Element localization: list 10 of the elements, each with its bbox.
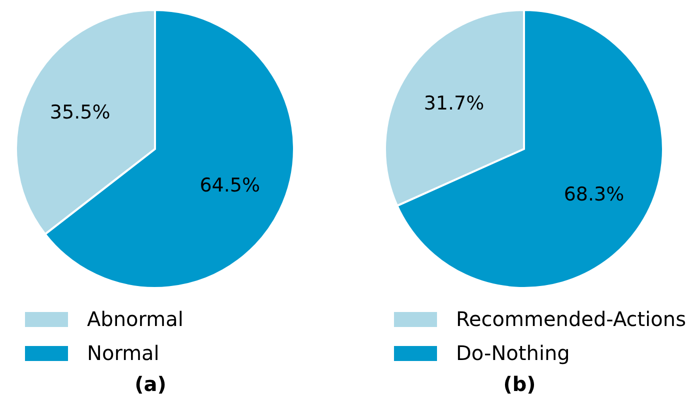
text: (b) (502, 372, 537, 396)
legend-label: Recommended-Actions (456, 307, 686, 331)
legend-label: Do-Nothing (456, 341, 570, 365)
data-label: 35.5% (50, 101, 110, 124)
legend-label: Normal (87, 341, 160, 365)
data-label: 31.7% (424, 92, 484, 115)
text: (a) (134, 372, 168, 396)
data-label: 68.3% (564, 183, 624, 206)
legend-label: Abnormal (87, 307, 184, 331)
data-label: 64.5% (200, 174, 260, 197)
